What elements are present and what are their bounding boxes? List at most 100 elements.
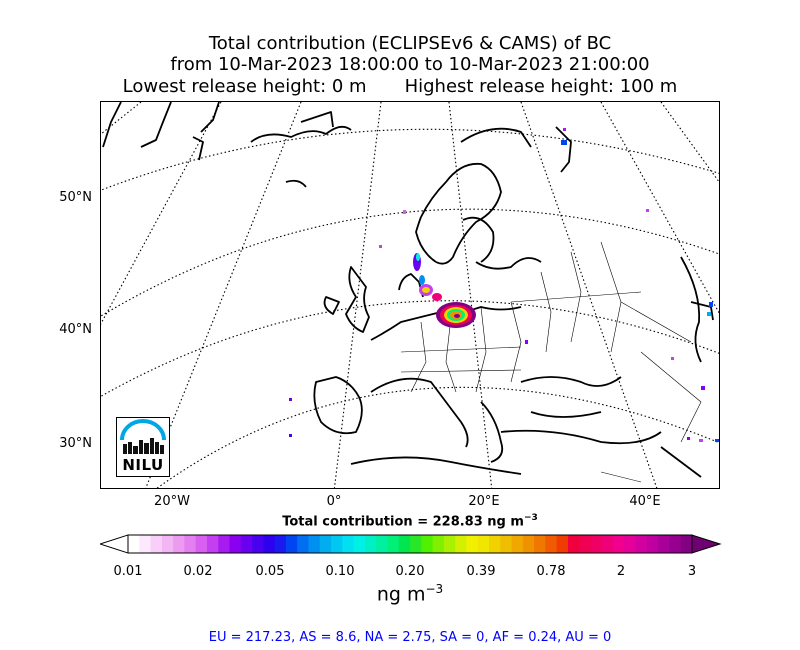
spot-ne-2: [563, 128, 566, 131]
total-contribution: Total contribution = 228.83 ng m−3: [100, 513, 720, 529]
spot-north-sea: [379, 245, 382, 248]
levant-coast: [660, 446, 702, 478]
colorbar-cell: [398, 535, 411, 553]
colorbar-cell: [364, 535, 377, 553]
colorbar-cell: [624, 535, 637, 553]
faroe: [285, 179, 307, 188]
colorbar-cell: [218, 535, 231, 553]
baltic-coast: [475, 257, 542, 270]
scandinavia-coast: [420, 162, 502, 265]
colorbar-cell: [635, 535, 648, 553]
spot-norwegian-sea: [403, 210, 406, 214]
colorbar-tick: 0.05: [255, 564, 285, 579]
border-7: [600, 241, 622, 353]
colorbar-cell: [443, 535, 456, 553]
colorbar-cell: [455, 535, 467, 553]
colorbar-cell: [308, 535, 321, 553]
border-11: [620, 301, 692, 343]
time-range: from 10-Mar-2023 18:00:00 to 10-Mar-2023…: [170, 54, 650, 75]
colorbar-cell: [556, 535, 569, 553]
colorbar-cell: [150, 535, 163, 553]
iberia-coast: [313, 376, 363, 435]
colorbar-min-arrow: [100, 534, 129, 554]
colorbar-cell: [184, 535, 197, 553]
map-panel: NILU: [100, 101, 720, 489]
border-2: [445, 316, 457, 393]
chart-title: Total contribution (ECLIPSEv6 & CAMS) of…: [208, 33, 612, 54]
greenland-coast-2: [140, 102, 172, 148]
colorbar-cell: [285, 535, 298, 553]
graticule-lon-80e: [660, 102, 719, 183]
border-3: [475, 306, 487, 393]
greenland-coast: [102, 102, 122, 148]
ireland-coast: [323, 296, 340, 315]
colorbar-cell: [331, 535, 343, 553]
colorbar-tick: 3: [687, 564, 697, 579]
colorbar-tick: 0.10: [325, 564, 355, 579]
colorbar-cell: [432, 535, 445, 553]
greenland-tip: [192, 136, 204, 161]
colorbar-tick: 0.78: [536, 564, 566, 579]
spot-arabia-2: [699, 439, 703, 442]
graticule-lon-0: [333, 102, 382, 488]
spot-arabia-3: [715, 439, 719, 442]
colorbar-cell: [567, 535, 580, 553]
colorbar-cell: [206, 535, 219, 553]
border-10: [510, 291, 642, 303]
colorbar-cell: [477, 535, 490, 553]
spot-gulf: [701, 386, 705, 390]
colorbar-cell: [658, 535, 670, 553]
hotspots: [289, 128, 719, 442]
colorbar-cell: [646, 535, 659, 553]
svalbard: [300, 111, 334, 128]
colorbar-max-arrow: [691, 534, 722, 554]
total-contribution-exponent: −3: [523, 513, 538, 523]
colorbar-cell: [590, 535, 603, 553]
colorbar-cell: [240, 535, 253, 553]
colorbar-cell: [511, 535, 524, 553]
total-contribution-text: Total contribution = 228.83 ng m: [282, 514, 524, 530]
hotspot-poland-core: [454, 314, 460, 318]
colorbar-cell: [342, 535, 355, 553]
spot-iran: [671, 357, 674, 360]
border-4: [510, 301, 522, 383]
denmark-coast: [398, 273, 424, 298]
lat-label-30n: 30°N: [59, 436, 92, 451]
highest-release-height: Highest release height: 100 m: [404, 76, 678, 97]
colorbar-tick: 0.20: [395, 564, 425, 579]
colorbar-cell: [161, 535, 174, 553]
colorbar-cell: [545, 535, 558, 553]
colorbar-cell: [534, 535, 546, 553]
graticule-lat-30: [156, 386, 719, 488]
colorbar-cells: [128, 535, 693, 553]
greenland-coast-3: [200, 102, 220, 133]
balkans-coast: [480, 401, 504, 463]
spot-arabia: [687, 437, 690, 440]
barents-coast: [460, 127, 532, 148]
novaya-zemlya: [555, 126, 572, 173]
norway-coast: [415, 216, 437, 263]
colorbar-cell: [680, 535, 693, 553]
hotspot-norway-core: [416, 253, 420, 261]
graticule-lon-20w-a: [101, 102, 222, 325]
border-1: [410, 321, 427, 393]
colorbar-cell: [297, 535, 309, 553]
graticule-lon-60e: [600, 102, 719, 314]
graticule-lat-50: [101, 208, 719, 317]
nilu-logo-graphic: [120, 419, 166, 454]
border-5: [540, 271, 552, 353]
colorbar-cell: [263, 535, 276, 553]
colorbar-unit: ng m−3: [350, 582, 470, 605]
colorbar-cell: [466, 535, 479, 553]
border-12: [640, 351, 702, 443]
lon-label-0: 0°: [326, 494, 342, 509]
colorbar-cell: [387, 535, 400, 553]
nilu-logo-text: NILU: [122, 456, 164, 474]
colorbar-cell: [421, 535, 434, 553]
lat-label-40n: 40°N: [59, 322, 92, 337]
black-sea-north: [520, 376, 622, 387]
colorbar-cell: [488, 535, 501, 553]
colorbar-cell: [410, 535, 422, 553]
hotspot-denmark-2: [432, 293, 442, 301]
colorbar-tick: 0.39: [466, 564, 496, 579]
